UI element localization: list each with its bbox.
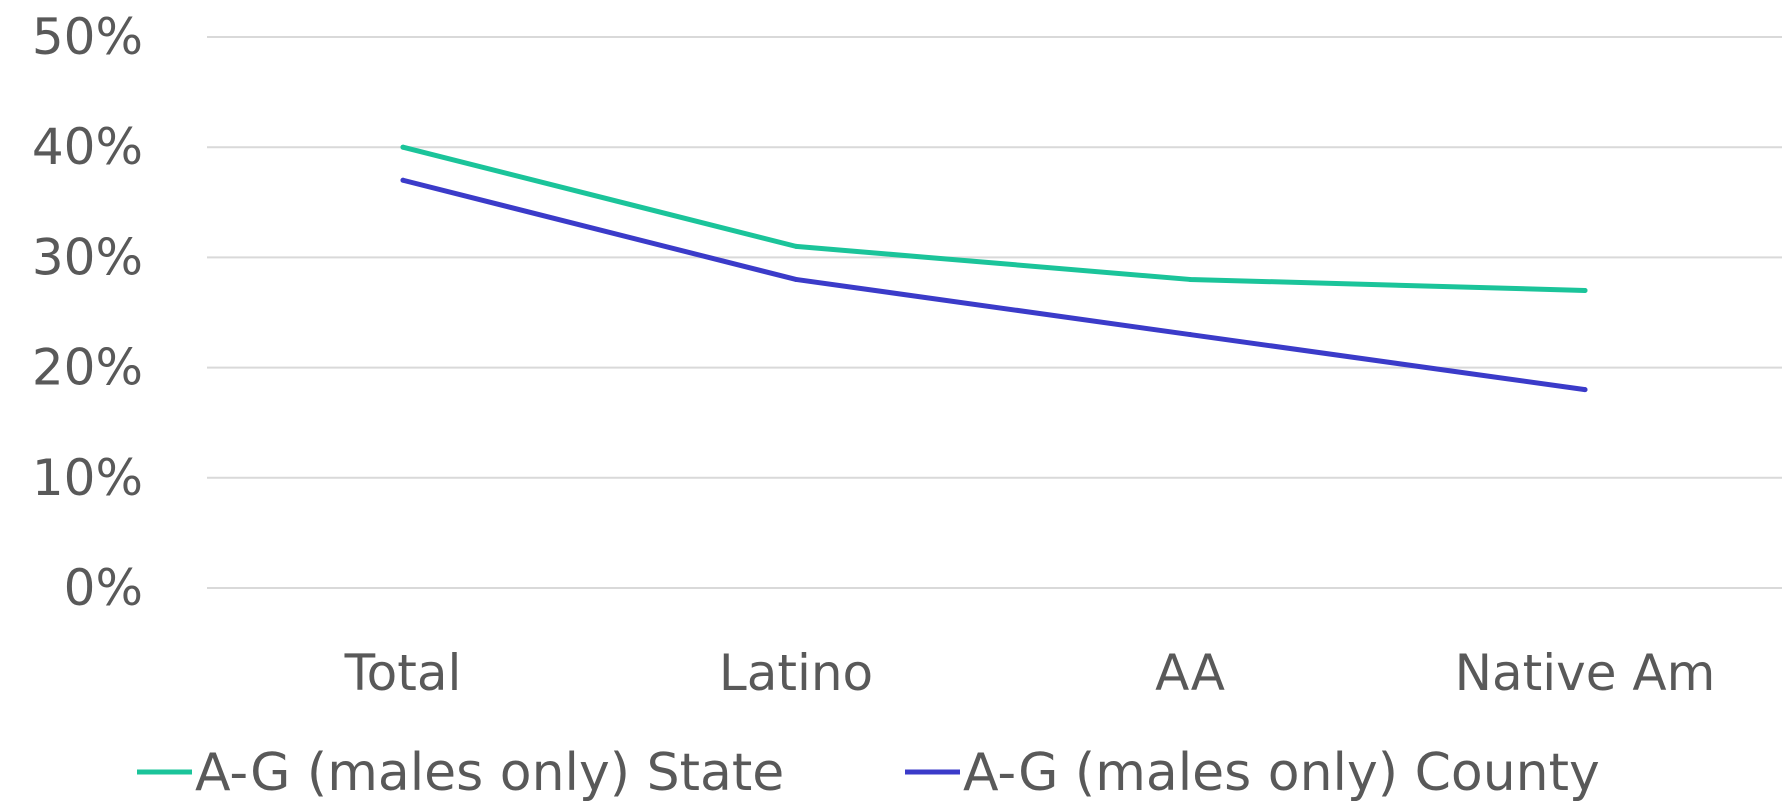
x-tick-label: Total (344, 644, 462, 702)
legend: A-G (males only) State A-G (males only) C… (137, 743, 1600, 803)
data-point (793, 243, 799, 249)
legend-label: A-G (males only) State (195, 743, 784, 803)
y-tick-label: 20% (32, 339, 143, 397)
series-line-0 (400, 144, 1588, 293)
x-tick-label: AA (1155, 644, 1225, 702)
y-tick-label: 50% (32, 8, 143, 66)
series-line-1 (400, 177, 1588, 393)
data-point (1582, 287, 1588, 293)
y-axis-tick-labels: 0% 10% 20% 30% 40% 50% (32, 8, 143, 617)
x-tick-label: Latino (719, 644, 873, 702)
data-point (793, 276, 799, 282)
data-point (1582, 387, 1588, 393)
x-tick-label: Native Am (1455, 644, 1716, 702)
series-lines (400, 144, 1588, 393)
data-point (400, 177, 406, 183)
y-tick-label: 30% (32, 228, 143, 286)
data-point (400, 144, 406, 150)
legend-label: A-G (males only) County (963, 743, 1600, 803)
x-axis-tick-labels: Total Latino AA Native Am (344, 644, 1716, 702)
y-tick-label: 40% (32, 118, 143, 176)
gridlines (207, 36, 1782, 589)
y-tick-label: 10% (32, 449, 143, 507)
y-tick-label: 0% (64, 559, 143, 617)
data-point (1187, 276, 1193, 282)
data-point (1187, 332, 1193, 338)
